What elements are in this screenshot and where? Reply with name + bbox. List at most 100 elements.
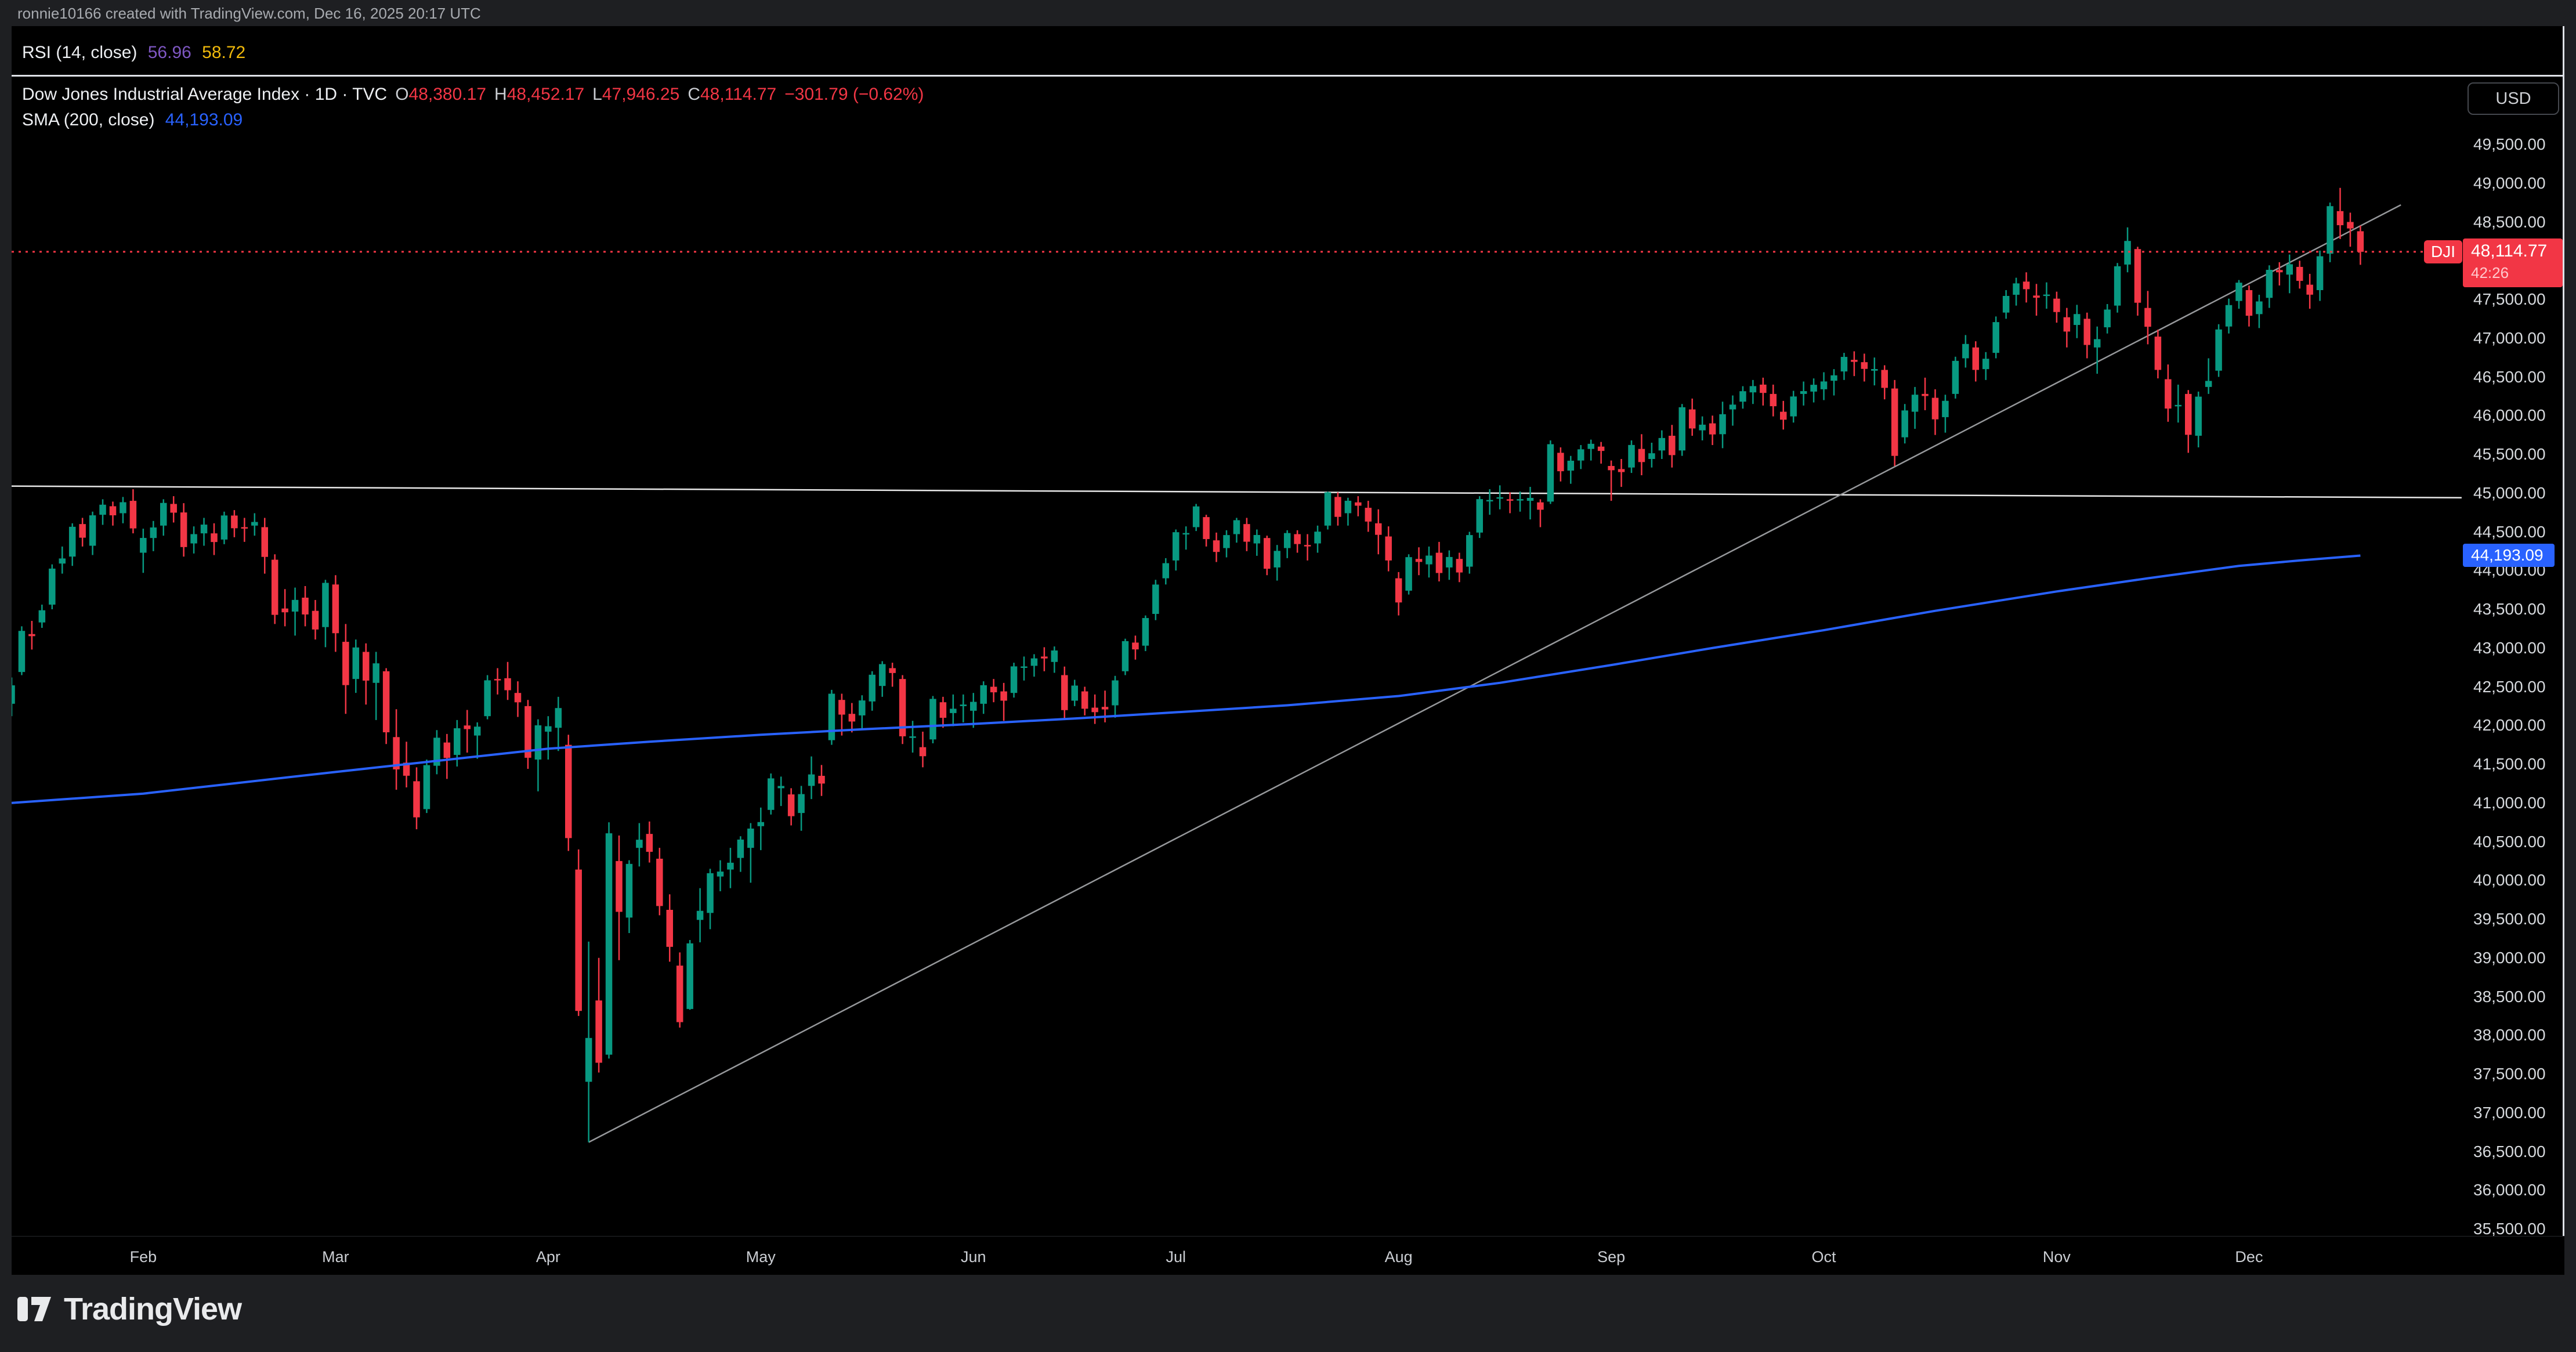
candle[interactable] (322, 580, 329, 648)
candle[interactable] (2205, 358, 2212, 394)
candle[interactable] (534, 719, 542, 791)
candle[interactable] (2083, 312, 2091, 359)
candle[interactable] (1952, 356, 1959, 399)
candle[interactable] (2185, 390, 2192, 453)
candle[interactable] (494, 668, 501, 695)
candle[interactable] (1648, 442, 1655, 468)
candle[interactable] (393, 709, 400, 790)
candle[interactable] (291, 587, 299, 636)
candle[interactable] (1121, 638, 1129, 675)
candle[interactable] (1152, 580, 1159, 620)
chart-canvas[interactable] (12, 76, 2463, 1236)
candle[interactable] (473, 722, 481, 759)
candle[interactable] (616, 835, 623, 960)
candle[interactable] (1830, 369, 1837, 396)
candle[interactable] (160, 499, 167, 536)
candle[interactable] (231, 510, 238, 537)
candle[interactable] (869, 671, 876, 711)
candle[interactable] (1324, 491, 1332, 530)
candle[interactable] (2306, 273, 2313, 309)
candle[interactable] (2235, 280, 2242, 309)
candle[interactable] (382, 668, 390, 744)
candle[interactable] (1385, 526, 1392, 572)
candle[interactable] (1760, 377, 1767, 406)
candle[interactable] (2033, 284, 2040, 316)
candle[interactable] (2124, 227, 2131, 273)
candle[interactable] (2074, 305, 2081, 338)
candle[interactable] (1770, 384, 1777, 417)
candle[interactable] (312, 599, 319, 640)
candle[interactable] (1547, 440, 1554, 504)
candle[interactable] (2134, 247, 2141, 316)
symbol-legend[interactable]: Dow Jones Industrial Average Index · 1D … (22, 85, 924, 104)
candle[interactable] (129, 489, 137, 534)
candle[interactable] (1931, 389, 1939, 435)
candle[interactable] (2296, 261, 2303, 289)
candle[interactable] (990, 679, 997, 703)
candle[interactable] (2195, 391, 2202, 447)
candle[interactable] (1415, 547, 1423, 576)
candle[interactable] (433, 730, 440, 775)
candle[interactable] (484, 675, 491, 720)
candle[interactable] (1638, 434, 1645, 476)
candle[interactable] (504, 661, 511, 700)
candle[interactable] (1253, 529, 1261, 556)
candle[interactable] (1304, 534, 1311, 561)
candle[interactable] (828, 689, 835, 745)
candle[interactable] (1061, 666, 1068, 720)
candle[interactable] (595, 957, 602, 1073)
candle[interactable] (2316, 250, 2324, 301)
candle[interactable] (1780, 400, 1787, 430)
candle[interactable] (1021, 656, 1027, 681)
candle[interactable] (2347, 212, 2354, 247)
candle[interactable] (707, 869, 714, 930)
candle[interactable] (1091, 694, 1098, 724)
tradingview-logo[interactable]: TradingView (16, 1291, 242, 1327)
candle[interactable] (1355, 496, 1362, 516)
candle[interactable] (1618, 459, 1625, 487)
candle[interactable] (1041, 647, 1048, 671)
candle[interactable] (140, 529, 147, 573)
candle[interactable] (889, 663, 896, 687)
candle[interactable] (1719, 402, 1726, 449)
sma-line[interactable] (12, 554, 2361, 804)
candle[interactable] (1881, 365, 1888, 400)
candle[interactable] (2093, 326, 2101, 374)
candle[interactable] (1000, 682, 1007, 721)
candle[interactable] (625, 860, 633, 934)
candle[interactable] (1142, 615, 1149, 652)
candle[interactable] (1861, 353, 1868, 382)
candle[interactable] (1365, 501, 1372, 532)
candle[interactable] (524, 700, 531, 769)
candle[interactable] (372, 652, 379, 720)
candle[interactable] (1506, 492, 1514, 514)
candles-layer[interactable] (12, 187, 2364, 1143)
sma-legend[interactable]: SMA (200, close) 44,193.09 (22, 110, 243, 130)
candle[interactable] (919, 731, 927, 768)
candle[interactable] (1688, 398, 1696, 436)
time-scale[interactable]: Feb Mar Apr May Jun Jul Aug Sep Oct Nov Dec (12, 1236, 2564, 1275)
candle[interactable] (211, 523, 218, 555)
candle[interactable] (1314, 525, 1321, 553)
candle[interactable] (646, 821, 653, 863)
candle[interactable] (798, 786, 805, 831)
candle[interactable] (413, 767, 420, 830)
candle[interactable] (545, 716, 552, 760)
candle[interactable] (2245, 285, 2253, 327)
candle[interactable] (18, 626, 26, 675)
candle[interactable] (1578, 444, 1584, 469)
candle[interactable] (1871, 357, 1878, 386)
candle[interactable] (89, 511, 96, 555)
candle[interactable] (1739, 386, 1746, 409)
candle[interactable] (12, 677, 15, 717)
candle[interactable] (777, 776, 784, 807)
candle[interactable] (939, 696, 947, 728)
candle[interactable] (747, 823, 754, 883)
candle[interactable] (2286, 254, 2293, 294)
candle[interactable] (190, 526, 197, 554)
candle[interactable] (1344, 497, 1352, 526)
candle[interactable] (1203, 515, 1210, 547)
candle[interactable] (302, 585, 309, 627)
pane-separator[interactable] (12, 75, 2563, 77)
candle[interactable] (717, 860, 724, 891)
